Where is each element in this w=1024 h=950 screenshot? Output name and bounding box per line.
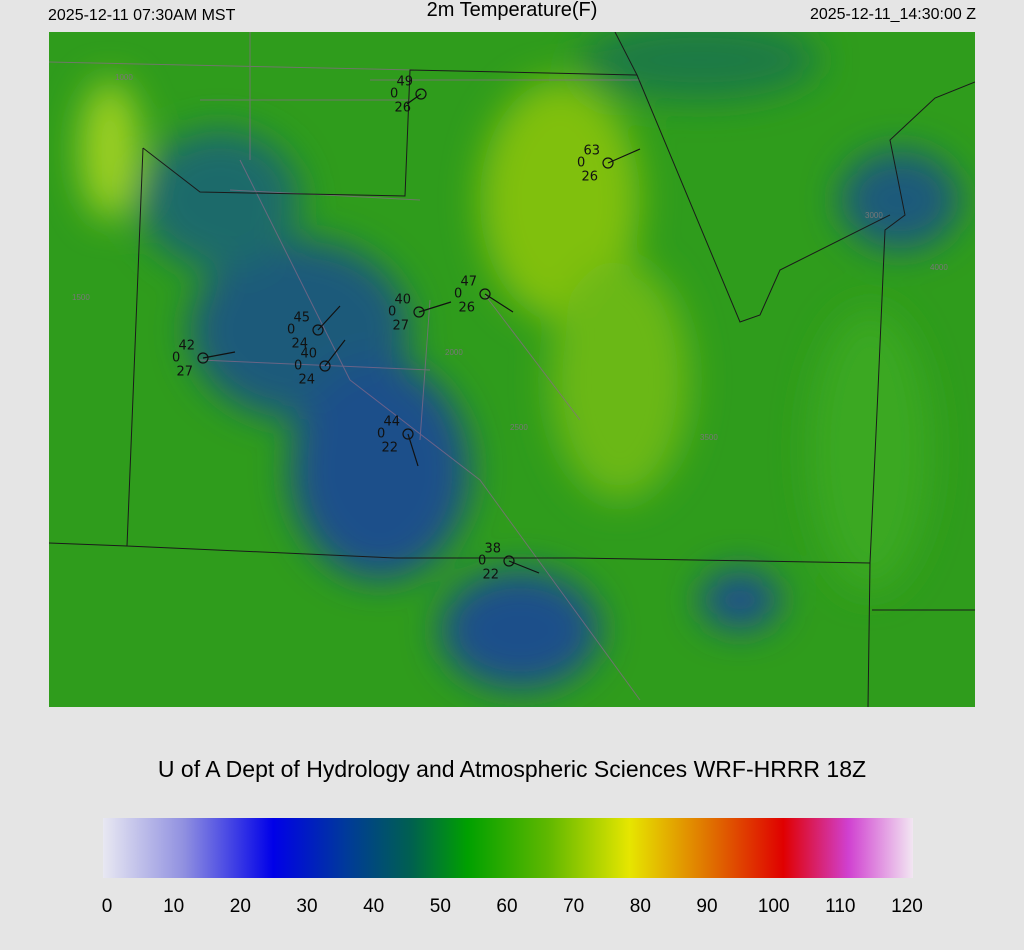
temperature: 49 <box>396 75 413 90</box>
station-marker <box>402 428 414 440</box>
contour-label: 3000 <box>865 211 883 220</box>
temperature: 45 <box>293 311 310 326</box>
pressure: 0 <box>294 359 302 374</box>
colorbar <box>103 818 913 878</box>
dewpoint: 22 <box>482 568 499 583</box>
contour-label: 2500 <box>510 423 528 432</box>
colorbar-tick-label: 90 <box>696 896 717 917</box>
colorbar-tick-label: 100 <box>758 896 790 917</box>
dewpoint: 27 <box>176 365 193 380</box>
contour-label: 3500 <box>700 433 718 442</box>
station-marker <box>415 88 427 100</box>
colorbar-tick-label: 20 <box>230 896 251 917</box>
dewpoint: 26 <box>394 101 411 116</box>
pressure: 0 <box>388 305 396 320</box>
colorbar-tick-label: 80 <box>630 896 651 917</box>
pressure: 0 <box>478 554 486 569</box>
dewpoint: 26 <box>581 170 598 185</box>
station-marker <box>319 360 331 372</box>
wind-barb <box>406 93 422 105</box>
station-marker <box>602 157 614 169</box>
pressure: 0 <box>377 427 385 442</box>
dewpoint: 24 <box>291 337 308 352</box>
temperature: 47 <box>460 275 477 290</box>
station-marker <box>479 288 491 300</box>
colorbar-tick-label: 70 <box>563 896 584 917</box>
wind-barb <box>607 148 641 164</box>
temperature: 38 <box>484 542 501 557</box>
colorbar-tick-label: 40 <box>363 896 384 917</box>
colorbar-tick-label: 60 <box>496 896 517 917</box>
footer: U of A Dept of Hydrology and Atmospheric… <box>158 756 866 782</box>
colorbar-tick-label: 120 <box>891 896 923 917</box>
colorbar-tick-label: 10 <box>163 896 184 917</box>
pressure: 0 <box>577 156 585 171</box>
pressure: 0 <box>287 323 295 338</box>
colorbar-tick-label: 30 <box>296 896 317 917</box>
temperature: 40 <box>394 293 411 308</box>
station-marker <box>503 555 515 567</box>
contour-label: 1500 <box>72 293 90 302</box>
contour-label: 4000 <box>930 263 948 272</box>
contour-label: 2000 <box>445 348 463 357</box>
station-marker <box>312 324 324 336</box>
dewpoint: 22 <box>381 441 398 456</box>
temperature: 40 <box>300 347 317 362</box>
colorbar-tick-label: 0 <box>102 896 113 917</box>
colorbar-tick-label: 50 <box>430 896 451 917</box>
temperature: 42 <box>178 339 195 354</box>
temperature: 63 <box>583 144 600 159</box>
title: 2m Temperature(F) <box>427 0 598 21</box>
temperature: 44 <box>383 415 400 430</box>
dewpoint: 26 <box>458 301 475 316</box>
dewpoint: 27 <box>392 319 409 334</box>
station-marker <box>413 306 425 318</box>
pressure: 0 <box>172 351 180 366</box>
station-marker <box>197 352 209 364</box>
pressure: 0 <box>390 87 398 102</box>
utc-time: 2025-12-11_14:30:00 Z <box>810 6 976 23</box>
dewpoint: 24 <box>298 373 315 388</box>
contour-label: 1000 <box>115 73 133 82</box>
map <box>49 32 975 707</box>
pressure: 0 <box>454 287 462 302</box>
colorbar-tick-label: 110 <box>825 896 855 917</box>
local-time: 2025-12-11 07:30AM MST <box>48 7 236 24</box>
